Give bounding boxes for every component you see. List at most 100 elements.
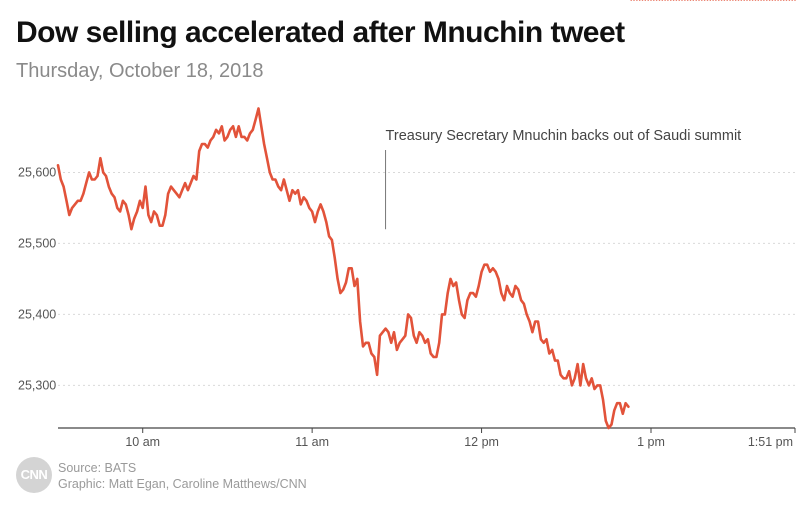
- y-tick-label: 25,500: [18, 236, 56, 250]
- data-point: [246, 139, 248, 142]
- data-point: [709, 0, 712, 1]
- data-point: [291, 189, 294, 191]
- data-point: [511, 295, 514, 298]
- data-point: [283, 178, 285, 181]
- data-point: [226, 136, 229, 138]
- data-point: [68, 214, 71, 216]
- data-point: [486, 263, 489, 266]
- y-axis-labels: 25,300 25,400 25,500 25,600: [18, 165, 56, 392]
- data-point: [446, 292, 449, 294]
- data-point: [712, 0, 714, 1]
- data-point: [771, 0, 774, 1]
- data-point: [110, 192, 113, 195]
- data-point: [622, 413, 624, 415]
- data-point: [153, 210, 155, 213]
- data-point: [720, 0, 723, 1]
- data-point: [531, 331, 534, 334]
- data-point: [209, 139, 212, 142]
- data-point: [746, 0, 748, 1]
- data-point: [384, 327, 387, 330]
- page-subtitle: Thursday, October 18, 2018: [16, 60, 264, 82]
- data-point: [562, 377, 565, 380]
- data-point: [201, 143, 203, 145]
- data-point: [125, 203, 127, 206]
- data-point: [122, 200, 124, 202]
- data-point: [582, 363, 584, 365]
- data-point: [718, 0, 720, 1]
- data-point: [164, 214, 167, 216]
- x-tick-label: 1:51 pm: [748, 435, 793, 449]
- data-point: [650, 0, 652, 1]
- data-point: [780, 0, 782, 1]
- data-point: [754, 0, 757, 1]
- data-point: [616, 402, 618, 405]
- data-point: [630, 0, 632, 1]
- gridlines: [58, 171, 795, 386]
- data-point: [557, 359, 559, 362]
- data-point: [427, 338, 429, 341]
- data-point: [506, 285, 508, 287]
- y-tick-label: 25,300: [18, 378, 56, 392]
- data-point: [723, 0, 726, 1]
- data-point: [788, 0, 791, 1]
- data-point: [345, 281, 347, 284]
- data-point: [740, 0, 743, 1]
- data-point: [641, 0, 644, 1]
- data-point: [672, 0, 675, 1]
- data-point: [60, 178, 62, 181]
- data-point: [79, 200, 82, 202]
- data-point: [732, 0, 734, 1]
- data-point: [215, 129, 217, 131]
- data-point: [263, 143, 265, 145]
- data-point: [624, 402, 627, 405]
- data-point: [288, 200, 291, 202]
- data-point: [139, 200, 141, 202]
- data-point: [494, 271, 497, 273]
- data-point: [88, 171, 90, 174]
- data-point: [517, 288, 520, 291]
- data-point: [401, 338, 404, 341]
- data-point: [181, 189, 183, 191]
- data-point: [328, 235, 330, 238]
- data-point: [373, 356, 376, 358]
- data-point: [359, 320, 361, 323]
- data-point: [548, 352, 551, 355]
- data-point: [141, 207, 144, 209]
- data-point: [221, 125, 223, 128]
- data-point: [325, 221, 328, 223]
- data-point: [698, 0, 700, 1]
- data-point: [706, 0, 709, 1]
- data-point: [167, 192, 169, 195]
- x-tick-label: 11 am: [295, 435, 329, 449]
- data-point: [195, 178, 198, 181]
- data-point: [96, 175, 99, 177]
- data-point: [119, 210, 121, 213]
- data-point: [381, 331, 384, 334]
- data-point: [277, 185, 280, 188]
- data-point: [147, 214, 150, 216]
- data-point: [254, 118, 257, 120]
- data-points: [57, 0, 796, 429]
- data-point: [774, 0, 776, 1]
- series-layer: [56, 0, 796, 430]
- data-point: [461, 313, 463, 316]
- data-point: [596, 384, 599, 387]
- data-point: [593, 388, 596, 390]
- data-point: [534, 320, 536, 323]
- data-point: [266, 157, 268, 159]
- annotation: Treasury Secretary Mnuchin backs out of …: [385, 128, 741, 230]
- data-point: [661, 0, 664, 1]
- data-point: [432, 356, 435, 358]
- data-point: [667, 0, 669, 1]
- data-point: [703, 0, 706, 1]
- data-point: [542, 342, 545, 344]
- data-point: [695, 0, 697, 1]
- data-point: [356, 278, 359, 280]
- data-point: [187, 189, 189, 191]
- data-point: [537, 320, 539, 323]
- data-point: [235, 136, 237, 138]
- data-point: [452, 285, 455, 287]
- y-tick-label: 25,600: [18, 165, 56, 179]
- data-point: [314, 221, 316, 223]
- data-point: [404, 334, 407, 337]
